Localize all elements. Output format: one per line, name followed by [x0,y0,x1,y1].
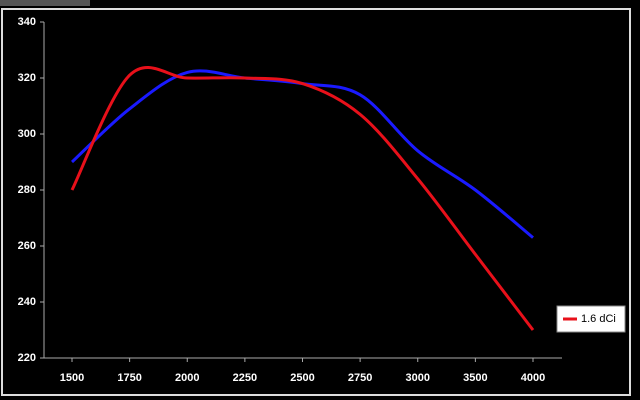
x-tick-label: 4000 [521,372,545,384]
x-tick-label: 2500 [290,372,314,384]
x-tick-label: 1500 [60,372,84,384]
x-tick-label: 3000 [406,372,430,384]
x-tick-label: 3500 [463,372,487,384]
y-tick-label: 280 [18,184,36,196]
legend-label: 1.6 dCi [581,313,616,325]
window-strip [0,0,90,6]
y-tick-label: 260 [18,240,36,252]
y-tick-label: 300 [18,128,36,140]
y-tick-label: 240 [18,296,36,308]
x-tick-label: 2750 [348,372,372,384]
y-tick-label: 220 [18,352,36,364]
y-tick-label: 340 [18,16,36,28]
x-tick-label: 2000 [175,372,199,384]
x-tick-label: 2250 [233,372,257,384]
x-tick-label: 1750 [117,372,141,384]
y-tick-label: 320 [18,72,36,84]
line-series [70,66,535,331]
chart-frame [1,8,631,396]
